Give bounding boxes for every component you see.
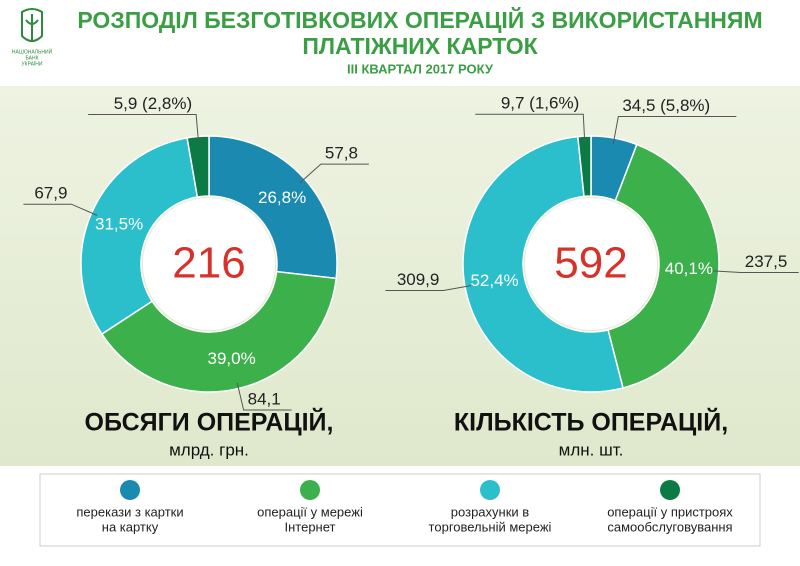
percent-label: 39,0% [208, 349, 256, 368]
percent-label: 26,8% [258, 188, 306, 207]
legend-label: самообслуговування [607, 519, 732, 534]
legend-label: операції у мережі [257, 504, 363, 519]
legend-label: на картку [102, 519, 159, 534]
donut-segment [208, 135, 338, 280]
percent-label: 52,4% [470, 271, 518, 290]
legend-label: операції у пристроях [607, 504, 733, 519]
leader-line [475, 113, 586, 143]
donut-segment [100, 270, 338, 393]
value-label: 84,1 [248, 389, 281, 408]
legend-marker [300, 480, 320, 500]
legend-marker [660, 480, 680, 500]
percent-label: 31,5% [95, 214, 143, 233]
donut-hole [143, 198, 275, 330]
donut-segment [577, 135, 592, 198]
leader-line [23, 203, 98, 216]
value-label: 5,9 (2,8%) [114, 94, 192, 113]
legend-label: торговельній мережі [429, 519, 552, 534]
total-label: 592 [554, 239, 627, 288]
title: РОЗПОДІЛ БЕЗГОТІВКОВИХ ОПЕРАЦІЙ З ВИКОРИ… [77, 6, 762, 33]
legend-label: Інтернет [285, 519, 336, 534]
leader-line [299, 163, 369, 184]
chart-unit: млрд. грн. [169, 440, 249, 459]
subtitle: III КВАРТАЛ 2017 РОКУ [347, 61, 494, 76]
legend-marker [480, 480, 500, 500]
value-label: 34,5 (5,8%) [622, 96, 710, 115]
donut-segment [186, 135, 210, 198]
legend-label: перекази з картки [76, 504, 183, 519]
value-label: 67,9 [34, 184, 67, 203]
percent-label: 40,1% [665, 259, 713, 278]
chart-title: ОБСЯГИ ОПЕРАЦІЙ, [85, 407, 334, 437]
leader-line [612, 116, 737, 145]
legend-box [39, 473, 761, 547]
chart-title: КІЛЬКІСТЬ ОПЕРАЦІЙ, [454, 407, 728, 437]
value-label: 57,8 [325, 144, 358, 163]
legend-marker [120, 480, 140, 500]
donut-segment [80, 137, 199, 336]
leader-line [712, 270, 799, 274]
leader-line [236, 382, 292, 411]
donut-hole [525, 198, 657, 330]
logo-text: НАЦІОНАЛЬНИЙ [12, 47, 53, 55]
leader-line [88, 114, 200, 143]
value-label: 9,7 (1,6%) [501, 94, 579, 113]
title: ПЛАТІЖНИХ КАРТОК [302, 33, 538, 59]
logo-text: БАНК [25, 55, 38, 61]
value-label: 237,5 [745, 252, 788, 271]
value-label: 309,9 [397, 270, 440, 289]
total-label: 216 [172, 239, 245, 288]
legend-label: розрахунки в [451, 504, 529, 519]
logo-text: УКРАЇНИ [21, 60, 42, 67]
donut-segment [607, 143, 720, 389]
chart-unit: млн. шт. [559, 440, 624, 459]
logo: НАЦІОНАЛЬНИЙ БАНК УКРАЇНИ [12, 8, 53, 67]
leader-line [385, 285, 472, 292]
donut-segment [462, 135, 624, 393]
